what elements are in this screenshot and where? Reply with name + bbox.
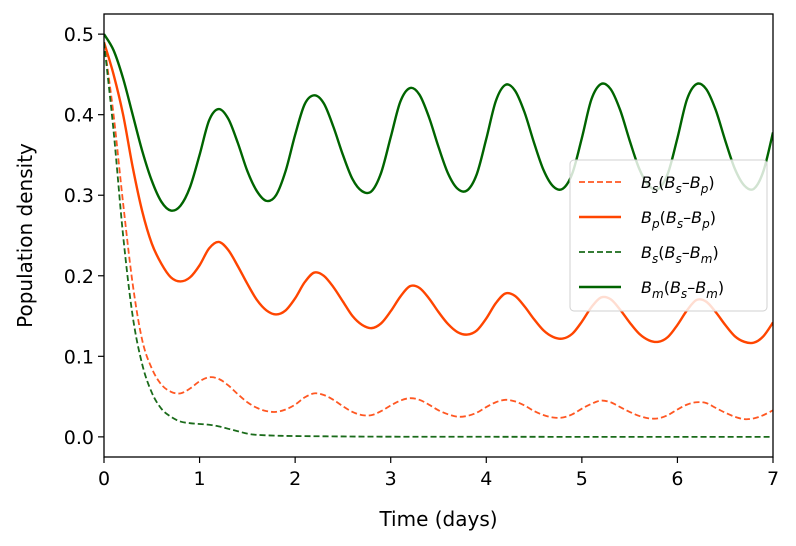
x-axis-ticks: 0 1 2 3 4 5 6 7 bbox=[98, 457, 779, 490]
x-tick-label: 7 bbox=[767, 468, 779, 490]
legend-label-2: Bp(Bs–Bp) bbox=[641, 208, 716, 231]
legend-label-4: Bm(Bs–Bm) bbox=[641, 278, 724, 301]
plot-frame bbox=[103, 13, 774, 458]
y-axis-ticks: 0.0 0.1 0.2 0.3 0.4 0.5 bbox=[64, 24, 104, 449]
series-line-1 bbox=[104, 42, 773, 421]
x-tick-label: 2 bbox=[289, 468, 301, 490]
y-tick-label: 0.5 bbox=[64, 24, 94, 46]
x-axis-label: Time (days) bbox=[378, 507, 497, 531]
x-tick-label: 4 bbox=[480, 468, 492, 490]
x-tick-label: 3 bbox=[385, 468, 397, 490]
x-tick-label: 1 bbox=[194, 468, 206, 490]
y-tick-label: 0.1 bbox=[64, 346, 94, 368]
legend-frame bbox=[569, 159, 768, 312]
series-line-3 bbox=[104, 42, 773, 438]
x-tick-label: 0 bbox=[98, 468, 110, 490]
y-tick-label: 0.2 bbox=[64, 266, 94, 288]
legend: Bs(Bs–Bp) Bp(Bs–Bp) Bs(Bs–Bm) Bm(Bs–Bm) bbox=[569, 159, 768, 312]
x-tick-label: 5 bbox=[576, 468, 588, 490]
series-line-2 bbox=[104, 41, 773, 345]
legend-label-3: Bs(Bs–Bm) bbox=[641, 243, 719, 266]
legend-label-1: Bs(Bs–Bp) bbox=[641, 173, 715, 196]
y-axis-label: Population density bbox=[13, 143, 37, 328]
y-tick-label: 0.4 bbox=[64, 105, 94, 127]
x-tick-label: 6 bbox=[671, 468, 683, 490]
y-tick-label: 0.0 bbox=[64, 427, 94, 449]
y-tick-label: 0.3 bbox=[64, 185, 94, 207]
